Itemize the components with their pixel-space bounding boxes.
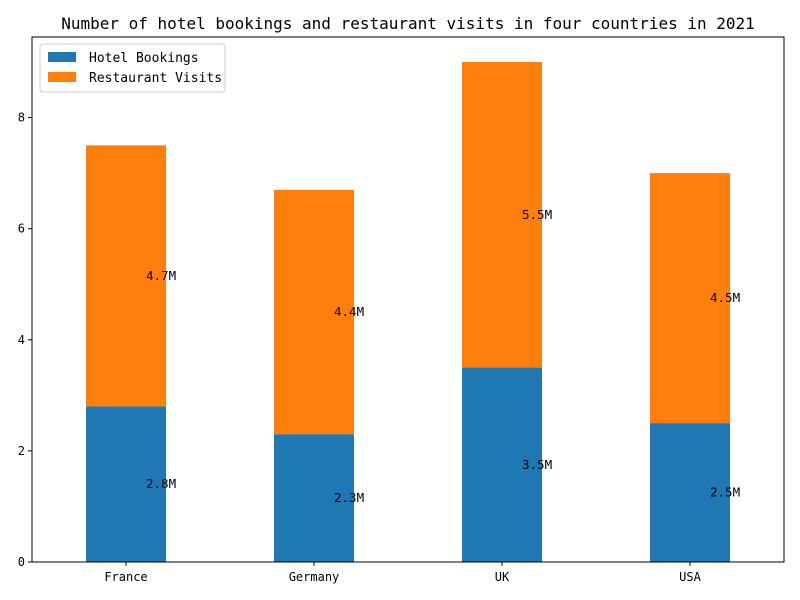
x-tick-label: France <box>104 570 147 584</box>
legend-label: Hotel Bookings <box>89 51 199 66</box>
legend-swatch <box>48 52 76 62</box>
x-tick-label: UK <box>495 570 510 584</box>
legend-swatch <box>48 72 76 82</box>
y-tick-label: 0 <box>18 555 25 569</box>
y-tick-label: 2 <box>18 444 25 458</box>
y-tick-label: 4 <box>18 333 25 347</box>
data-label: 4.4M <box>334 304 364 319</box>
data-label: 5.5M <box>522 207 552 222</box>
bars-group <box>86 62 730 562</box>
y-tick-label: 8 <box>18 111 25 125</box>
data-label: 4.5M <box>710 290 740 305</box>
legend-label: Restaurant Visits <box>89 71 222 86</box>
y-tick-label: 6 <box>18 222 25 236</box>
legend: Hotel Bookings Restaurant Visits <box>40 44 225 92</box>
data-label: 3.5M <box>522 457 552 472</box>
data-label: 2.3M <box>334 490 364 505</box>
data-label: 2.5M <box>710 485 740 500</box>
chart-title: Number of hotel bookings and restaurant … <box>61 14 755 33</box>
x-tick-label: Germany <box>289 570 340 584</box>
data-label: 4.7M <box>146 268 176 283</box>
x-tick-label: USA <box>679 570 701 584</box>
data-label: 2.8M <box>146 476 176 491</box>
